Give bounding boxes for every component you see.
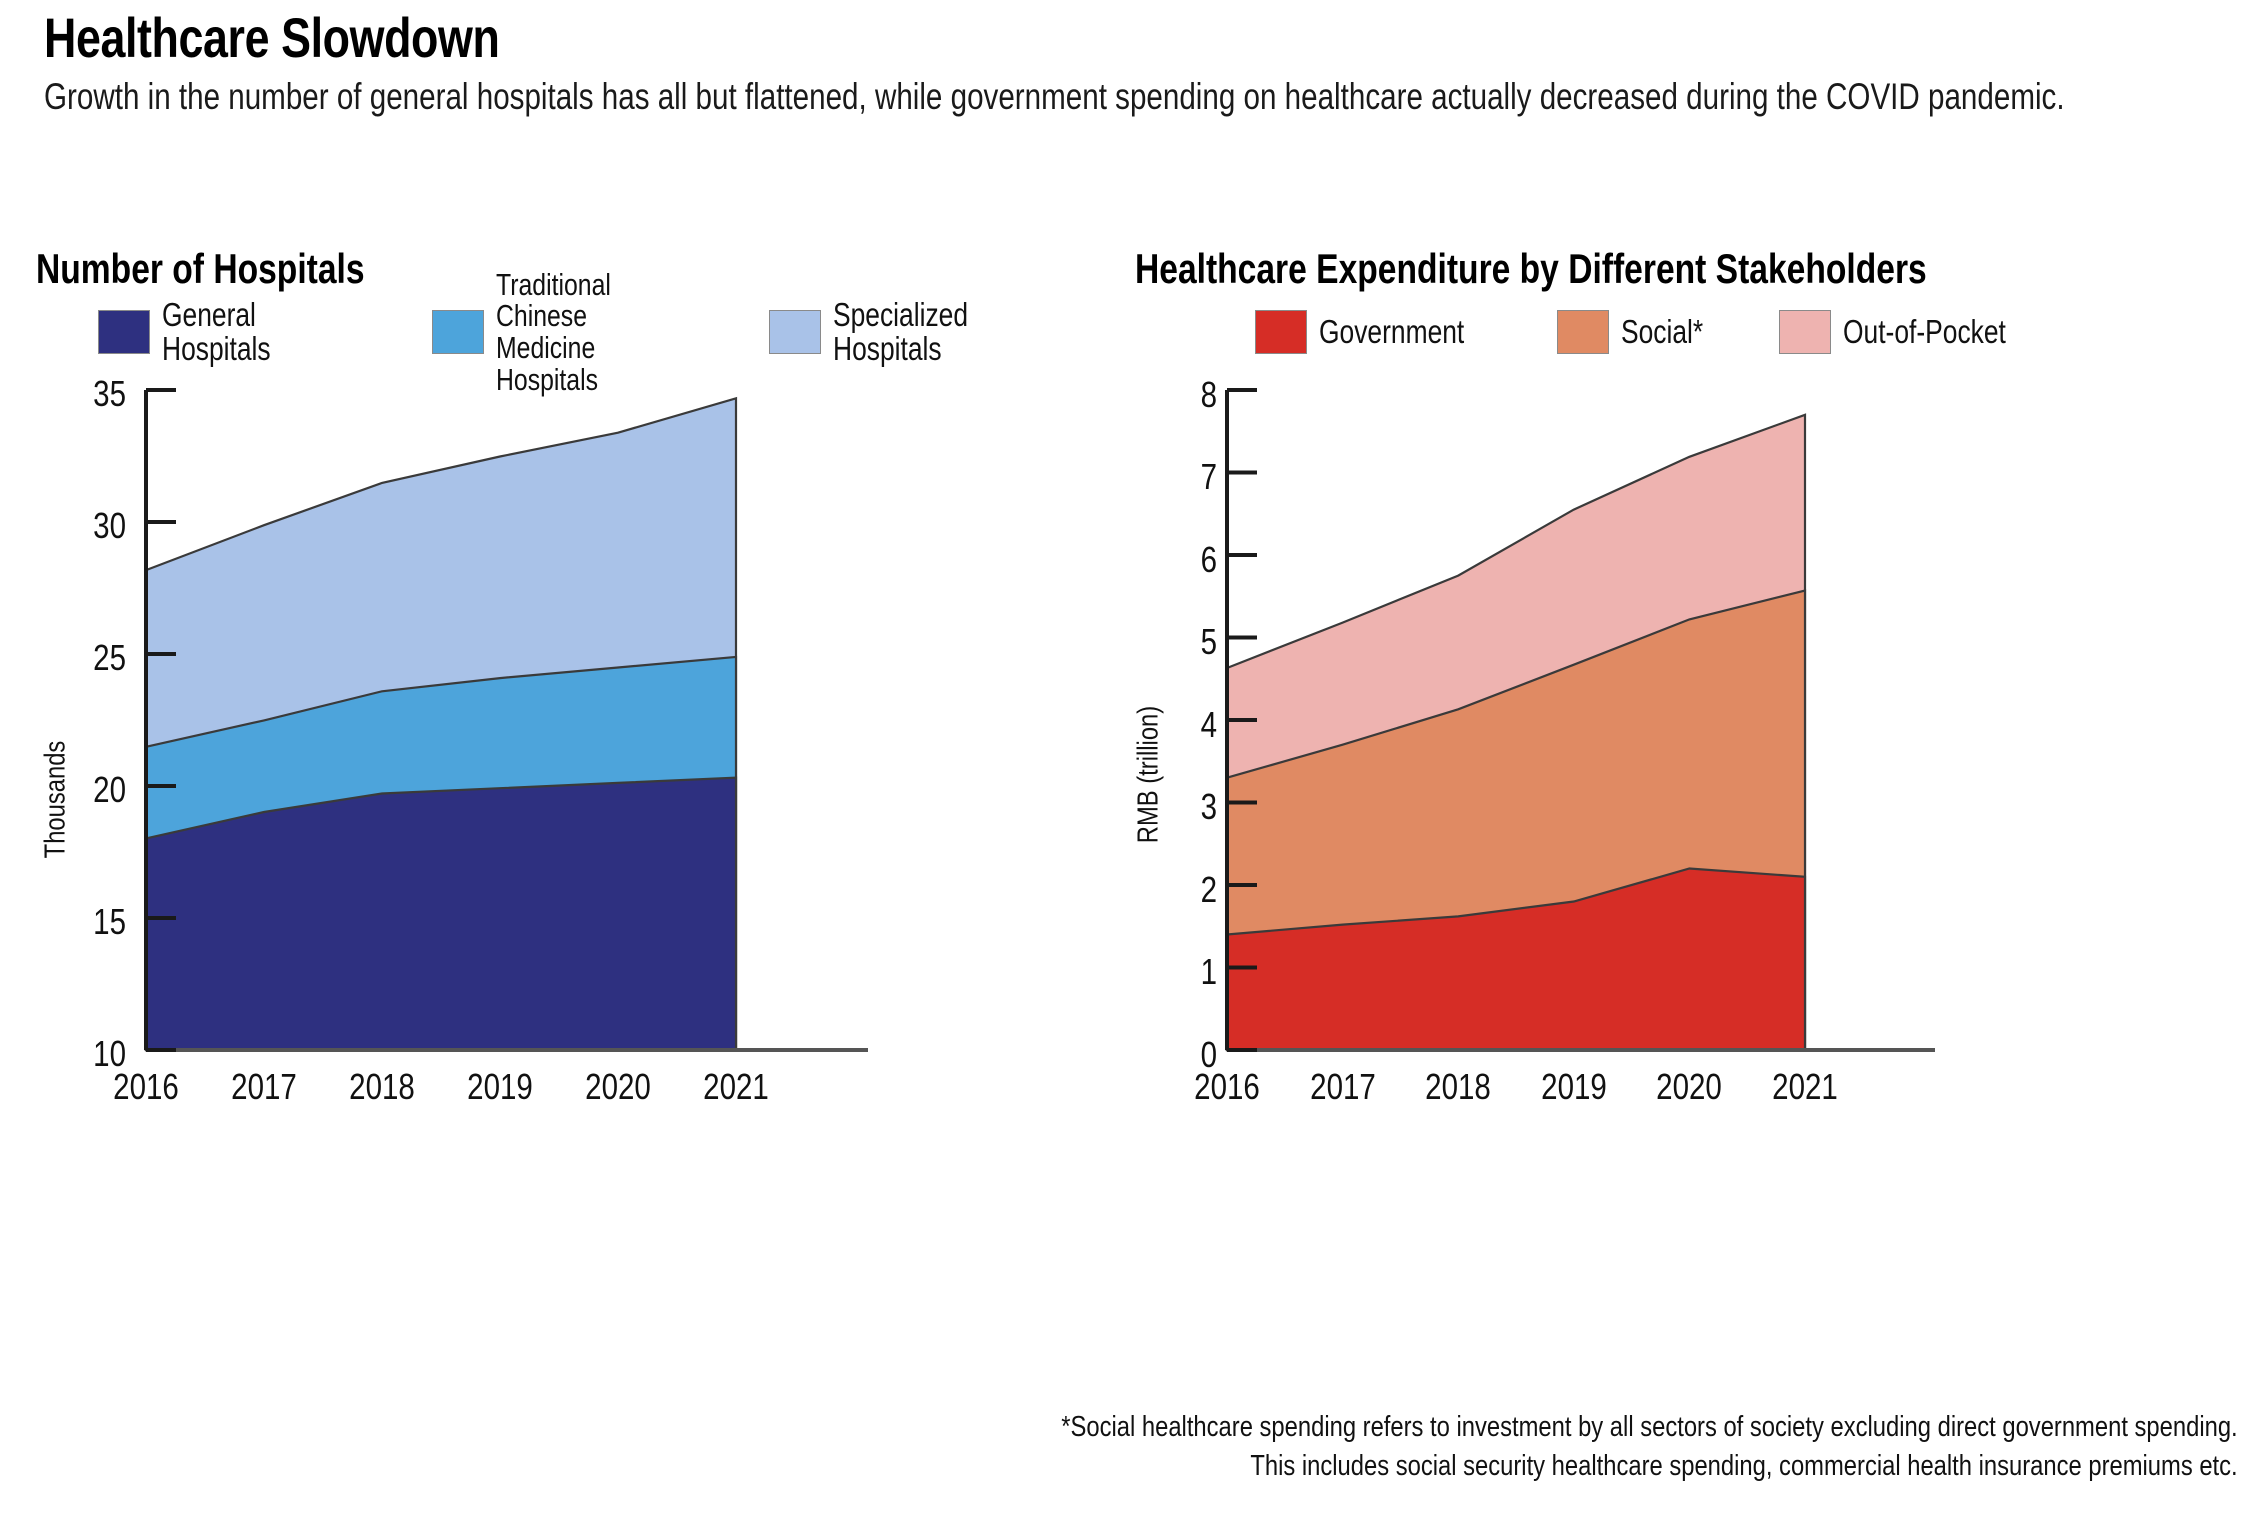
x-tick-label: 2016 xyxy=(113,1066,179,1107)
header: Healthcare Slowdown Growth in the number… xyxy=(44,6,2244,121)
legend-item-general-hospitals[interactable]: General Hospitals xyxy=(98,298,406,365)
y-tick-label: 25 xyxy=(93,637,126,678)
right-chart-title: Healthcare Expenditure by Different Stak… xyxy=(1135,245,1927,292)
right-chart-panel: Healthcare Expenditure by Different Stak… xyxy=(1132,245,2245,1128)
legend-swatch-icon xyxy=(769,310,822,354)
y-tick-label: 4 xyxy=(1200,704,1217,745)
left-plot-area: Thousands 35 30 25 20 15 10 xyxy=(36,368,1036,1128)
page-title: Healthcare Slowdown xyxy=(44,6,500,69)
legend-item-social[interactable]: Social* xyxy=(1556,310,1724,354)
x-tick-label: 2021 xyxy=(703,1066,769,1107)
page-subtitle: Growth in the number of general hospital… xyxy=(44,76,2065,118)
legend-label: Out-of-Pocket xyxy=(1843,313,2007,351)
x-tick-label: 2021 xyxy=(1772,1066,1838,1107)
legend-swatch-icon xyxy=(432,310,485,354)
y-tick-label: 8 xyxy=(1200,374,1217,415)
legend-label: Government xyxy=(1319,313,1465,351)
x-tick-label: 2020 xyxy=(1656,1066,1722,1107)
left-area-chart xyxy=(144,388,868,1052)
x-tick-label: 2017 xyxy=(231,1066,297,1107)
legend-item-government[interactable]: Government xyxy=(1255,310,1501,354)
y-tick-label: 7 xyxy=(1200,456,1217,497)
right-plot-area: RMB (trillion) 8 7 6 5 4 3 2 1 0 xyxy=(1132,368,2155,1128)
y-tick-label: 1 xyxy=(1200,951,1217,992)
left-chart-legend: General Hospitals Traditional Chinese Me… xyxy=(36,268,1126,395)
x-tick-label: 2020 xyxy=(585,1066,651,1107)
x-tick-label: 2018 xyxy=(1425,1066,1491,1107)
legend-swatch-icon xyxy=(98,310,150,354)
legend-label: Traditional Chinese Medicine Hospitals xyxy=(496,266,611,397)
x-tick-label: 2019 xyxy=(1541,1066,1607,1107)
left-chart-title: Number of Hospitals xyxy=(36,245,365,292)
right-area-chart xyxy=(1225,388,1935,1052)
legend-swatch-icon xyxy=(1779,310,1832,354)
x-tick-label: 2016 xyxy=(1194,1066,1260,1107)
x-tick-label: 2019 xyxy=(467,1066,533,1107)
legend-label: Social* xyxy=(1620,313,1703,351)
footnote: *Social healthcare spending refers to in… xyxy=(1061,1411,2238,1483)
legend-swatch-icon xyxy=(1255,310,1307,354)
y-tick-label: 3 xyxy=(1200,786,1217,827)
y-tick-label: 2 xyxy=(1200,869,1217,910)
y-tick-label: 0 xyxy=(1200,1034,1217,1075)
y-tick-label: 35 xyxy=(93,373,126,414)
y-tick-label: 5 xyxy=(1200,621,1217,662)
legend-label: General Hospitals xyxy=(162,296,271,367)
y-tick-label: 10 xyxy=(93,1033,126,1074)
x-tick-label: 2017 xyxy=(1310,1066,1376,1107)
right-chart-legend: Government Social* Out-of-Pocket xyxy=(1135,304,2245,360)
y-tick-label: 6 xyxy=(1200,539,1217,580)
y-tick-label: 30 xyxy=(93,505,126,546)
left-chart-panel: Number of Hospitals General Hospitals Tr… xyxy=(36,248,1126,1128)
legend-item-specialized-hospitals[interactable]: Specialized Hospitals xyxy=(769,298,1126,365)
area-general-hospitals xyxy=(144,776,738,1052)
legend-item-out-of-pocket[interactable]: Out-of-Pocket xyxy=(1779,310,2047,354)
legend-item-tcm-hospitals[interactable]: Traditional Chinese Medicine Hospitals xyxy=(432,266,743,397)
x-tick-label: 2018 xyxy=(349,1066,415,1107)
y-tick-label: 20 xyxy=(93,769,126,810)
legend-swatch-icon xyxy=(1556,310,1609,354)
legend-label: Specialized Hospitals xyxy=(833,296,969,367)
y-tick-label: 15 xyxy=(93,901,126,942)
